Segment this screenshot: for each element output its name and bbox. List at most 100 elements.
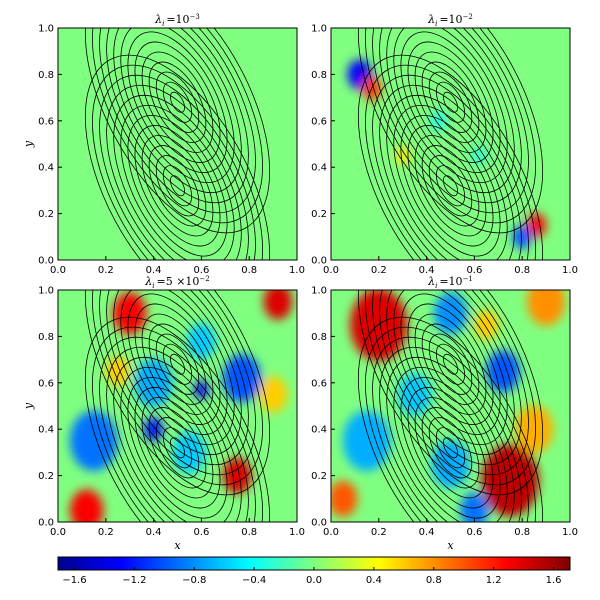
contour-line xyxy=(379,84,522,260)
blob xyxy=(474,309,499,340)
contour-line xyxy=(421,145,480,227)
contour-line xyxy=(106,84,249,260)
contour-line xyxy=(134,125,221,247)
contour-line xyxy=(435,343,466,385)
contour-line xyxy=(170,91,185,113)
contour-line xyxy=(443,437,458,459)
contour-line xyxy=(365,28,536,224)
title-part: i xyxy=(435,20,437,28)
colorbar-tick-label: −1.6 xyxy=(62,575,86,586)
y-tick-label: 0.2 xyxy=(38,209,54,220)
y-tick-label: 0.6 xyxy=(311,378,327,389)
x-tick-label: 0.0 xyxy=(323,527,339,538)
y-tick-label: 0.6 xyxy=(38,116,54,127)
contour-line xyxy=(99,290,256,476)
contour-line xyxy=(162,427,193,469)
y-tick-label: 0.2 xyxy=(311,471,327,482)
contour-line xyxy=(407,41,494,163)
contour-line xyxy=(393,28,508,184)
contour-line xyxy=(170,175,185,197)
contour-line xyxy=(99,28,256,214)
contour-line xyxy=(162,343,193,385)
field-bg xyxy=(58,28,297,260)
panel-title: λi =10−2 xyxy=(427,13,473,28)
contour-line xyxy=(99,336,256,522)
x-tick-label: 0.2 xyxy=(371,527,387,538)
y-tick-label: 0.6 xyxy=(311,116,327,127)
blob xyxy=(187,322,216,360)
blob xyxy=(222,457,252,494)
contour-line xyxy=(379,346,522,522)
contour-line xyxy=(393,366,508,522)
x-axis-label: x xyxy=(174,539,181,552)
blob xyxy=(222,354,262,403)
blob xyxy=(526,290,566,326)
contours xyxy=(357,290,544,522)
contour-line xyxy=(141,135,214,237)
colorbar-tick-label: 1.6 xyxy=(546,575,562,586)
x-tick-label: 0.0 xyxy=(323,265,339,276)
x-tick-label: 0.6 xyxy=(193,265,209,276)
contour-line xyxy=(148,145,207,227)
x-tick-label: 0.8 xyxy=(514,265,530,276)
y-tick-label: 0.8 xyxy=(38,70,54,81)
contour-line xyxy=(379,290,522,466)
contour-line xyxy=(127,293,228,435)
x-tick-label: 0.2 xyxy=(98,527,114,538)
contour-line xyxy=(84,290,271,496)
contours xyxy=(357,28,544,260)
y-axis-label: y xyxy=(22,402,35,410)
contour-line xyxy=(400,31,501,173)
contour-line xyxy=(84,316,271,522)
y-tick-label: 0.8 xyxy=(38,332,54,343)
contour-line xyxy=(386,356,515,522)
contour-line xyxy=(372,290,529,476)
title-part: −3 xyxy=(190,13,200,21)
contour-line xyxy=(148,407,207,489)
contour-line xyxy=(357,290,544,496)
blob xyxy=(172,431,207,474)
title-part: i xyxy=(162,20,164,28)
x-tick-label: 0.8 xyxy=(241,265,257,276)
contour-line xyxy=(120,104,235,260)
title-part: −2 xyxy=(463,13,473,21)
y-tick-label: 0.2 xyxy=(311,209,327,220)
title-part: λ xyxy=(427,275,435,288)
contour-line xyxy=(113,290,242,456)
panel-title: λi =10−3 xyxy=(154,13,200,28)
x-tick-label: 0.0 xyxy=(50,527,66,538)
title-part: i xyxy=(152,282,154,290)
contour-line xyxy=(170,353,185,375)
contour-line xyxy=(99,74,256,260)
contour-line xyxy=(428,155,473,217)
contour-line xyxy=(134,387,221,509)
title-part: λ xyxy=(154,13,162,26)
contour-line xyxy=(421,407,480,489)
contour-line xyxy=(155,155,200,217)
x-tick-label: 0.6 xyxy=(193,527,209,538)
contour-line xyxy=(127,115,228,257)
contour-line xyxy=(127,377,228,519)
blob xyxy=(486,350,520,393)
colorbar-tick-label: −0.8 xyxy=(182,575,206,586)
contours xyxy=(84,290,271,522)
x-tick-label: 1.0 xyxy=(562,527,578,538)
x-tick-label: 0.4 xyxy=(419,265,435,276)
y-tick-label: 0.6 xyxy=(38,378,54,389)
y-tick-label: 0.4 xyxy=(311,425,327,436)
contour-line xyxy=(365,326,536,522)
contour-line xyxy=(134,41,221,163)
contour-line xyxy=(386,94,515,260)
y-axis-label: y xyxy=(22,140,35,148)
y-tick-label: 0.0 xyxy=(311,256,327,267)
title-part: =5 ×10 xyxy=(156,275,199,288)
contour-line xyxy=(443,91,458,113)
contour-line xyxy=(372,28,529,214)
colorbar-tick-label: 1.2 xyxy=(486,575,502,586)
colorbar-tick-label: −1.2 xyxy=(122,575,146,586)
title-part: =10 xyxy=(166,13,189,26)
contour-line xyxy=(120,366,235,522)
contour-line xyxy=(379,28,522,204)
contour-line xyxy=(127,31,228,173)
blob xyxy=(263,290,293,320)
